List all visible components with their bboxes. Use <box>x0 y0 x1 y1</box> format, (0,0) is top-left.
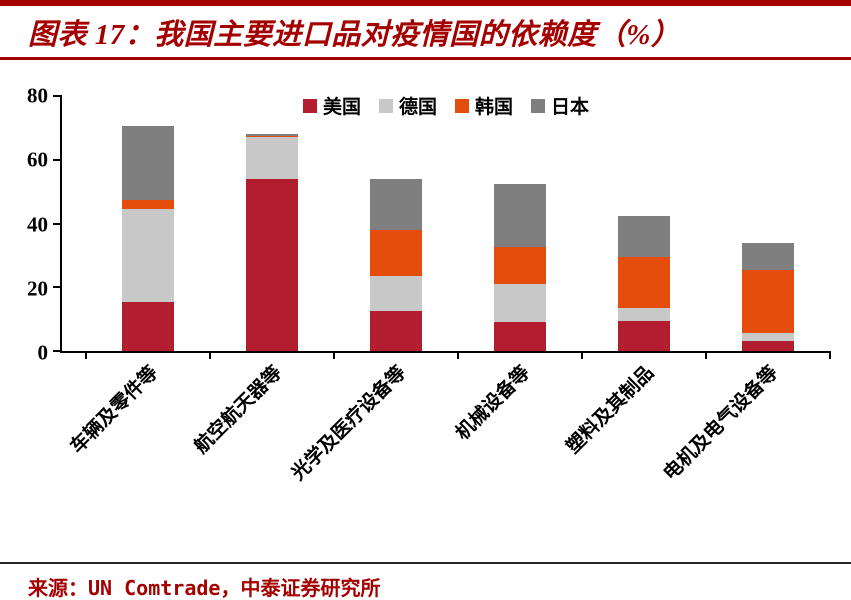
y-tick-label: 0 <box>37 340 49 365</box>
bar-segment-德国 <box>370 276 422 312</box>
legend-swatch-icon <box>378 98 393 113</box>
x-tick-mark <box>332 351 335 359</box>
bar-segment-德国 <box>494 284 546 323</box>
x-axis-label: 电机及电气设备等 <box>659 362 783 485</box>
bar-column: 塑料及其制品 <box>563 96 706 458</box>
stacked-bar <box>618 96 670 351</box>
chart-legend: 美国 德国 韩国 日本 <box>62 92 830 119</box>
bar-segment-日本 <box>370 178 422 230</box>
legend-label: 日本 <box>551 97 590 118</box>
y-tick-mark <box>53 350 62 352</box>
bar-segment-美国 <box>618 320 670 351</box>
legend-swatch-icon <box>302 98 317 113</box>
bar-segment-美国 <box>122 301 174 351</box>
bar-segment-德国 <box>122 209 174 302</box>
bar-segment-日本 <box>742 242 794 270</box>
title-rule <box>0 57 851 60</box>
y-tick-label: 80 <box>27 83 48 108</box>
legend-label: 美国 <box>322 97 361 118</box>
y-axis: 0 20 40 60 80 <box>0 85 48 363</box>
source-text: 来源：UN Comtrade，中泰证券研究所 <box>28 576 381 600</box>
x-axis-label: 光学及医疗设备等 <box>287 362 411 485</box>
x-tick-mark <box>829 351 831 359</box>
bar-segment-日本 <box>494 183 546 248</box>
bar-segment-日本 <box>246 134 298 136</box>
y-tick-mark <box>53 222 62 225</box>
legend-swatch-icon <box>455 98 469 113</box>
y-tick-label: 60 <box>27 147 48 172</box>
x-tick-mark <box>208 351 211 359</box>
legend-item-德国: 德国 <box>378 92 437 119</box>
bar-segment-美国 <box>370 311 422 351</box>
y-tick-label: 20 <box>27 276 48 301</box>
bar-segment-韩国 <box>246 135 298 138</box>
y-tick-mark <box>53 95 62 97</box>
bar-segment-韩国 <box>494 247 546 285</box>
legend-swatch-icon <box>531 98 546 113</box>
stacked-bar <box>742 96 794 351</box>
bar-segment-美国 <box>742 341 794 351</box>
x-axis-label: 航空航天器等 <box>190 362 287 458</box>
x-axis-label: 塑料及其制品 <box>562 362 659 458</box>
stacked-bar <box>122 96 174 351</box>
bar-segment-德国 <box>246 137 298 179</box>
x-tick-mark <box>457 351 459 359</box>
stacked-bar <box>370 96 422 351</box>
bar-segment-德国 <box>742 333 794 342</box>
bar-segment-美国 <box>494 322 546 351</box>
legend-item-美国: 美国 <box>302 92 361 119</box>
bar-column: 电机及电气设备等 <box>660 96 830 485</box>
stacked-bar <box>246 96 298 351</box>
x-tick-mark <box>580 351 583 359</box>
y-tick-mark <box>53 286 62 289</box>
bar-column: 机械设备等 <box>452 96 582 444</box>
bar-segment-日本 <box>122 126 174 200</box>
bar-segment-韩国 <box>618 256 670 308</box>
legend-label: 德国 <box>398 97 437 118</box>
stacked-bar <box>494 96 546 351</box>
bar-segment-韩国 <box>370 229 422 277</box>
bars: 车辆及零件等 航空航天器等 光学及医疗设备等 机械设备等 塑料及其制品 电机及电气设备等 <box>67 96 831 485</box>
legend-item-韩国: 韩国 <box>455 92 513 119</box>
bar-segment-韩国 <box>742 269 794 334</box>
bar-segment-日本 <box>618 215 670 257</box>
bar-column: 车辆及零件等 <box>67 96 210 458</box>
bar-segment-韩国 <box>122 199 174 210</box>
x-tick-mark <box>85 351 87 359</box>
bottom-rule <box>0 562 851 564</box>
bar-segment-德国 <box>618 307 670 321</box>
x-axis-label: 车辆及零件等 <box>66 362 163 458</box>
chart-title: 图表 17：我国主要进口品对疫情国的依赖度（%） <box>28 19 681 51</box>
bar-column: 航空航天器等 <box>191 96 334 458</box>
legend-item-日本: 日本 <box>531 92 589 119</box>
legend-label: 韩国 <box>475 97 514 118</box>
top-rule <box>0 0 851 6</box>
y-tick-mark <box>53 158 62 161</box>
bar-column: 光学及医疗设备等 <box>288 96 458 485</box>
x-tick-mark <box>705 351 707 359</box>
bar-segment-美国 <box>246 178 298 351</box>
y-tick-label: 40 <box>27 212 48 236</box>
x-axis-label: 机械设备等 <box>452 362 535 445</box>
plot-area: 美国 德国 韩国 日本 车辆及零件等 航空航天器等 光学及医疗设备等 机械设备等 塑料及其制品… <box>53 95 831 485</box>
